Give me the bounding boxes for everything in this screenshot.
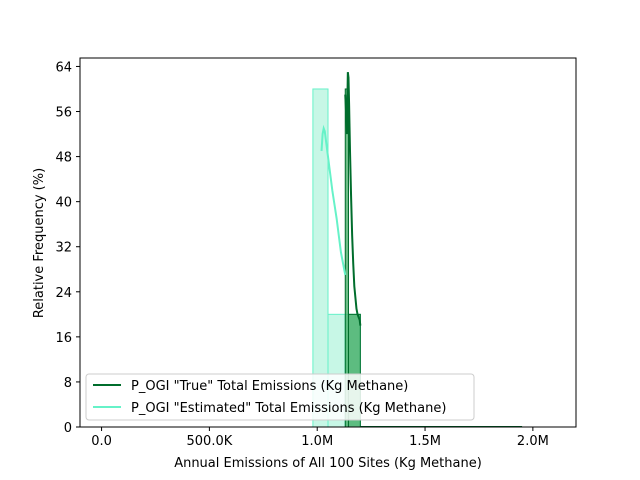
y-tick-label: 16 — [55, 331, 72, 346]
plot-frame — [79, 57, 577, 428]
x-axis-ticks: 0.0 500.0K 1.0M 1.5M 2.0M — [91, 427, 549, 449]
y-tick-label: 40 — [55, 196, 72, 211]
x-tick-label: 2.0M — [517, 434, 549, 449]
legend-label-true: P_OGI "True" Total Emissions (Kg Methane… — [131, 379, 408, 394]
y-tick-label: 48 — [55, 151, 72, 166]
y-axis-title: Relative Frequency (%) — [32, 168, 47, 318]
y-tick-label: 32 — [55, 241, 72, 256]
y-tick-label: 64 — [55, 60, 72, 75]
y-tick-label: 8 — [64, 376, 72, 391]
kde-line-true — [344, 71, 362, 326]
y-tick-label: 0 — [64, 421, 72, 436]
legend-label-estimated: P_OGI "Estimated" Total Emissions (Kg Me… — [131, 401, 446, 416]
x-axis-title: Annual Emissions of All 100 Sites (Kg Me… — [174, 456, 482, 471]
kde-line-estimated — [320, 124, 347, 276]
y-axis-ticks: 0 8 16 24 32 40 48 56 64 — [55, 60, 80, 436]
y-tick-label: 24 — [55, 286, 72, 301]
legend-box — [85, 373, 475, 421]
x-tick-label: 1.0M — [301, 434, 333, 449]
y-tick-label: 56 — [55, 106, 72, 121]
legend: P_OGI "True" Total Emissions (Kg Methane… — [85, 373, 475, 421]
x-tick-label: 0.0 — [91, 434, 112, 449]
x-tick-label: 500.0K — [187, 434, 233, 449]
x-tick-label: 1.5M — [409, 434, 441, 449]
